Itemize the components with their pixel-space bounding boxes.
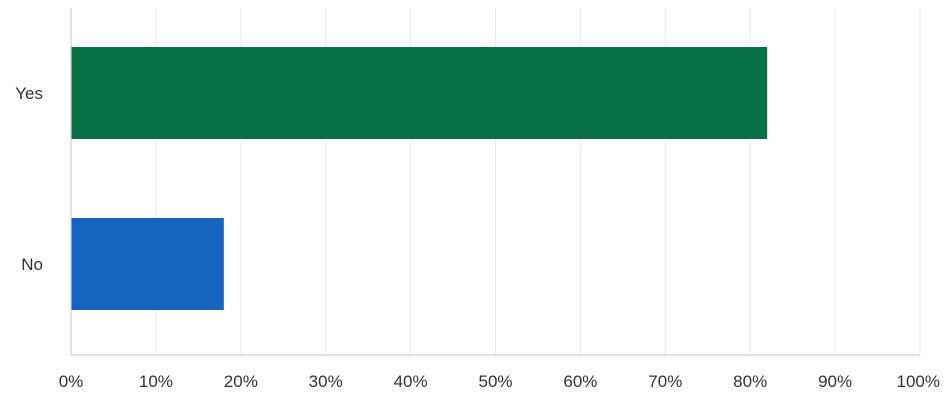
x-tick-label: 80% — [733, 372, 767, 391]
x-tick-label: 0% — [59, 372, 84, 391]
bars — [71, 47, 768, 310]
x-tick-labels: 0% 10% 20% 30% 40% 50% 60% 70% 80% 90% 100% — [59, 372, 940, 391]
x-tick-label: 70% — [648, 372, 682, 391]
x-tick-label: 40% — [394, 372, 428, 391]
x-tick-label: 100% — [897, 372, 940, 391]
x-tick-label: 30% — [309, 372, 343, 391]
x-tick-label: 60% — [563, 372, 597, 391]
x-tick-label: 10% — [139, 372, 173, 391]
x-tick-label: 90% — [818, 372, 852, 391]
category-label-no: No — [21, 255, 43, 274]
x-tick-label: 20% — [224, 372, 258, 391]
bar-no — [71, 218, 224, 310]
x-tick-label: 50% — [478, 372, 512, 391]
category-label-yes: Yes — [15, 84, 43, 103]
category-labels: Yes No — [15, 84, 43, 274]
bar-yes — [71, 47, 768, 139]
